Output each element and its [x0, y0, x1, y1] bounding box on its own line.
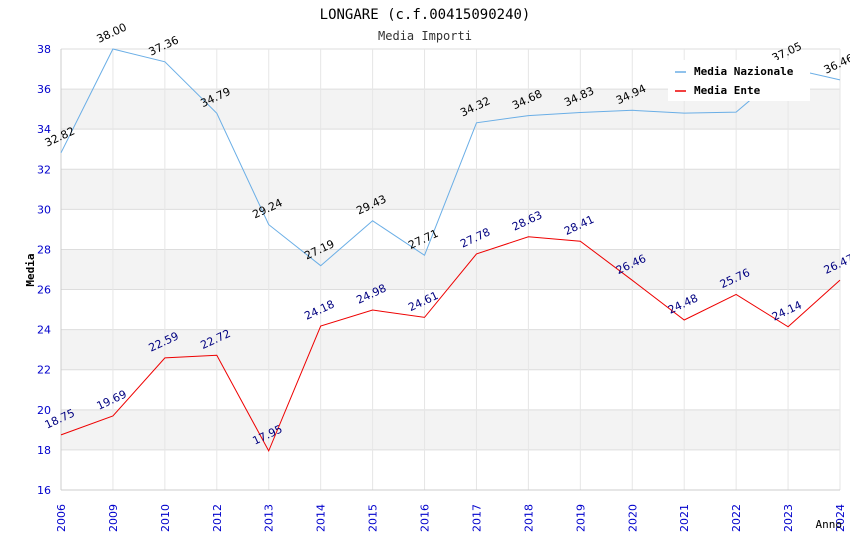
y-tick-label: 36: [37, 83, 51, 96]
y-tick-label: 34: [37, 123, 51, 136]
chart-subtitle: Media Importi: [378, 29, 472, 43]
x-tick-label: 2021: [678, 504, 691, 532]
x-tick-label: 2009: [107, 504, 120, 532]
grid-band: [61, 249, 840, 290]
chart-title: LONGARE (c.f.00415090240): [320, 7, 531, 23]
x-tick-label: 2013: [263, 504, 276, 532]
grid-band: [61, 329, 840, 370]
x-tick-label: 2024: [834, 504, 847, 532]
series-lines: [60, 48, 841, 453]
y-tick-label: 24: [37, 324, 51, 337]
y-tick-label: 26: [37, 284, 51, 297]
x-tick-label: 2018: [522, 504, 535, 532]
y-axis-label: Media: [24, 253, 37, 286]
x-tick-label: 2023: [782, 504, 795, 532]
y-tick-label: 18: [37, 444, 51, 457]
grid-band: [61, 369, 840, 410]
grid-band: [61, 409, 840, 450]
grid-band: [61, 209, 840, 250]
y-tick-label: 28: [37, 243, 51, 256]
y-tick-label: 20: [37, 404, 51, 417]
x-tick-label: 2020: [626, 504, 639, 532]
x-tick-label: 2010: [159, 504, 172, 532]
x-tick-label: 2019: [574, 504, 587, 532]
data-label: 38.00: [95, 21, 129, 46]
x-tick-label: 2022: [730, 504, 743, 532]
plot-background-bands: [61, 49, 840, 490]
y-tick-label: 32: [37, 163, 51, 176]
y-tick-label: 30: [37, 203, 51, 216]
legend-label-media-ente: Media Ente: [694, 84, 761, 97]
grid-band: [61, 289, 840, 330]
x-tick-label: 2015: [367, 504, 380, 532]
x-tick-labels: 2006 2009 2010 2012 2013 2014 2015 2016 2017 2018…: [55, 504, 847, 532]
legend: Media Nazionale Media Ente: [668, 60, 810, 101]
legend-box: [668, 60, 810, 101]
legend-label-media-nazionale: Media Nazionale: [694, 65, 794, 78]
x-tick-label: 2012: [211, 504, 224, 532]
x-tick-label: 2017: [470, 504, 483, 532]
grid-band: [61, 449, 840, 490]
y-tick-label: 22: [37, 364, 51, 377]
x-axis-label: Anno: [816, 518, 843, 531]
y-tick-labels: 16 18 20 22 24 26 28 30 32 34 36 38: [37, 43, 51, 497]
x-tick-label: 2014: [315, 504, 328, 532]
series-line-media-ente: [60, 236, 841, 453]
y-tick-label: 38: [37, 43, 51, 56]
y-tick-label: 16: [37, 484, 51, 497]
grid-band: [61, 129, 840, 170]
x-tick-label: 2016: [419, 504, 432, 532]
series-line-media-nazionale: [60, 48, 841, 267]
x-tick-label: 2006: [55, 504, 68, 532]
